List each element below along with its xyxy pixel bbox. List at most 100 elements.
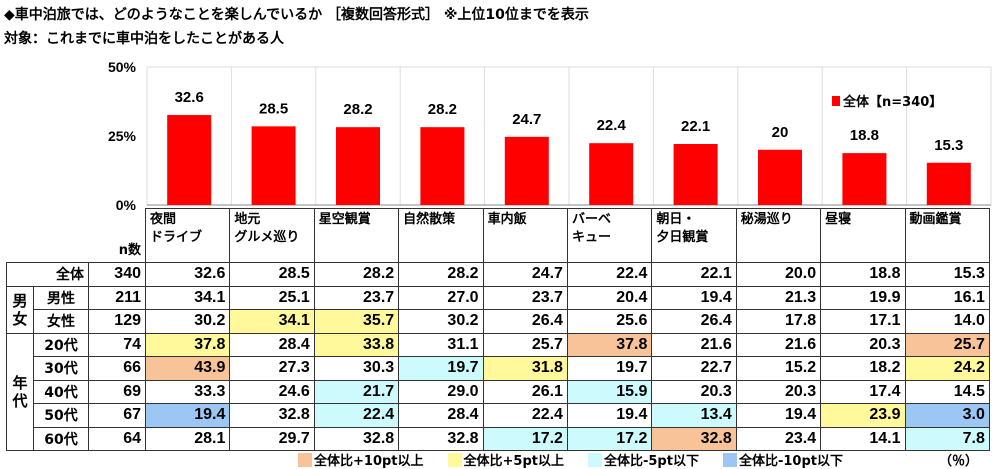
- data-cell: 25.7: [904, 332, 990, 357]
- data-cell: 23.7: [313, 285, 400, 310]
- data-cell: 28.2: [313, 262, 400, 287]
- y-tick-label: 50%: [108, 59, 137, 75]
- bar: [673, 144, 718, 205]
- data-cell: 37.8: [566, 332, 653, 357]
- bar-value-label: 28.2: [428, 101, 457, 118]
- data-cell: 19.4: [566, 403, 653, 428]
- data-cell: 17.2: [482, 426, 568, 451]
- bar: [167, 115, 212, 205]
- data-cell: 14.0: [904, 309, 990, 334]
- crosstab-table: n数 夜間 ドライブ 地元 グルメ巡り 星空観賞 自然散策 車内飯 バーベ キュー 朝日・ 夕日観賞秘…: [6, 208, 990, 451]
- column-header-line: 朝日・: [656, 212, 696, 227]
- row-label: 男性: [33, 285, 89, 310]
- n-value: 129: [88, 309, 146, 334]
- data-cell: 22.4: [482, 403, 568, 428]
- bar-value-label: 32.6: [175, 89, 204, 106]
- column-header: 朝日・ 夕日観賞: [651, 208, 737, 263]
- data-cell: 22.1: [651, 262, 737, 287]
- data-cell: 18.2: [820, 356, 906, 381]
- column-header-line: グルメ巡り: [234, 230, 300, 245]
- column-header-line: 星空観賞: [318, 212, 371, 227]
- data-cell: 7.8: [904, 426, 990, 451]
- n-value: 211: [88, 285, 146, 310]
- data-cell: 26.4: [651, 309, 737, 334]
- legend-swatch: [587, 453, 602, 467]
- bar-value-label: 15.3: [934, 137, 963, 154]
- data-cell: 25.7: [482, 332, 568, 357]
- data-cell: 37.8: [144, 332, 231, 357]
- data-cell: 32.8: [398, 426, 484, 451]
- n-value: 66: [88, 356, 146, 381]
- data-cell: 31.8: [482, 356, 568, 381]
- data-cell: 22.4: [566, 262, 653, 287]
- column-header-line: 夜間: [150, 212, 177, 227]
- legend-label: 全体比+5pt以上: [463, 454, 564, 469]
- column-header-line: バーベ: [571, 212, 611, 227]
- legend-label: 全体比+10pt以上: [314, 454, 424, 469]
- table-row: 全体 340 32.6 28.5 28.2 28.2 24.7 22.4 22.1 20.0 18.…: [6, 262, 990, 287]
- chart-subtitle: 対象：これまでに車中泊をしたことがある人: [4, 31, 284, 47]
- column-header-line: 車内飯: [487, 212, 527, 227]
- row-label: 30代: [33, 356, 89, 381]
- data-cell: 21.7: [313, 379, 400, 404]
- bar: [926, 162, 971, 205]
- row-label: 60代: [33, 426, 89, 451]
- data-cell: 20.3: [820, 332, 906, 357]
- column-header-line: キュー: [571, 230, 611, 245]
- legend-swatch: [447, 453, 462, 467]
- group-label: 男女: [6, 285, 34, 334]
- column-header: 星空観賞: [313, 208, 400, 263]
- table-row: 30代 66 43.9 27.3 30.3 19.7 31.8 19.7 22.7 15.2 18.…: [7, 356, 990, 381]
- data-cell: 22.7: [651, 356, 737, 381]
- column-header: 動画鑑賞: [904, 208, 990, 263]
- column-header: バーベ キュー: [566, 208, 653, 263]
- bar-value-label: 18.8: [850, 127, 879, 144]
- column-header: 地元 グルメ巡り: [229, 208, 315, 263]
- table-row: 40代 69 33.3 24.6 21.7 29.0 26.1 15.9 20.3 20.3 17.…: [7, 379, 990, 404]
- data-cell: 19.7: [398, 356, 484, 381]
- table-row: 年代 20代 74 37.8 28.4 33.8 31.1 25.7 37.8 21.6 21.6 2…: [6, 332, 990, 451]
- bar: [589, 143, 634, 205]
- data-cell: 31.1: [398, 332, 484, 357]
- data-cell: 30.3: [313, 356, 400, 381]
- column-header-line: 昼寝: [825, 212, 852, 227]
- data-cell: 29.0: [398, 379, 484, 404]
- data-cell: 15.2: [735, 356, 822, 381]
- column-header: 車内飯: [482, 208, 568, 263]
- data-cell: 23.7: [482, 285, 568, 310]
- legend-item: 全体比+10pt以上: [298, 450, 424, 469]
- table-row: 60代 64 28.1 29.7 32.8 32.8 17.2 17.2 32.8 23.4 14.…: [7, 426, 990, 451]
- data-cell: 16.1: [904, 285, 990, 310]
- column-header-line: 夕日観賞: [656, 230, 709, 245]
- data-cell: 23.4: [735, 426, 822, 451]
- bar-value-label: 22.4: [597, 117, 627, 134]
- data-cell: 30.2: [398, 309, 484, 334]
- chart-title: ◆車中泊旅では、どのようなことを楽しんでいるか ［複数回答形式］ ※上位10位ま…: [4, 7, 589, 23]
- data-cell: 32.6: [144, 262, 231, 287]
- data-cell: 26.4: [482, 309, 568, 334]
- row-label: 20代: [33, 332, 89, 357]
- bar-value-label: 28.2: [343, 101, 372, 118]
- data-cell: 23.9: [820, 403, 906, 428]
- data-cell: 19.4: [144, 403, 231, 428]
- column-header-line: 自然散策: [403, 212, 456, 227]
- data-cell: 24.7: [482, 262, 568, 287]
- data-cell: 28.2: [398, 262, 484, 287]
- table-row: 50代 67 19.4 32.8 22.4 28.4 22.4 19.4 13.4 19.4 23.…: [7, 403, 990, 428]
- legend-label: 全体比-5pt以下: [603, 454, 699, 469]
- data-cell: 15.3: [904, 262, 990, 287]
- data-cell: 20.0: [735, 262, 822, 287]
- legend-item: 全体比-10pt以下: [722, 450, 843, 469]
- n-value: 64: [88, 426, 146, 451]
- data-cell: 15.9: [566, 379, 653, 404]
- group-label: 年代: [6, 332, 34, 451]
- row-label: 全体: [6, 262, 89, 287]
- column-header-line: 秘湯巡り: [740, 212, 793, 227]
- chart-legend: 全体【n=340】: [832, 91, 942, 110]
- table-row: 女性 129 30.2 34.1 35.7 30.2 26.4 25.6 26.4 17.8 17.…: [7, 309, 990, 334]
- row-label: 50代: [33, 403, 89, 428]
- data-cell: 33.3: [144, 379, 231, 404]
- legend-item: 全体比+5pt以上: [447, 450, 564, 469]
- bar: [420, 127, 465, 205]
- bar-value-label: 24.7: [512, 111, 541, 128]
